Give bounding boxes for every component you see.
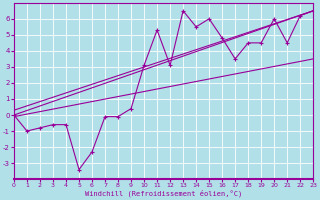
X-axis label: Windchill (Refroidissement éolien,°C): Windchill (Refroidissement éolien,°C) [85,190,242,197]
